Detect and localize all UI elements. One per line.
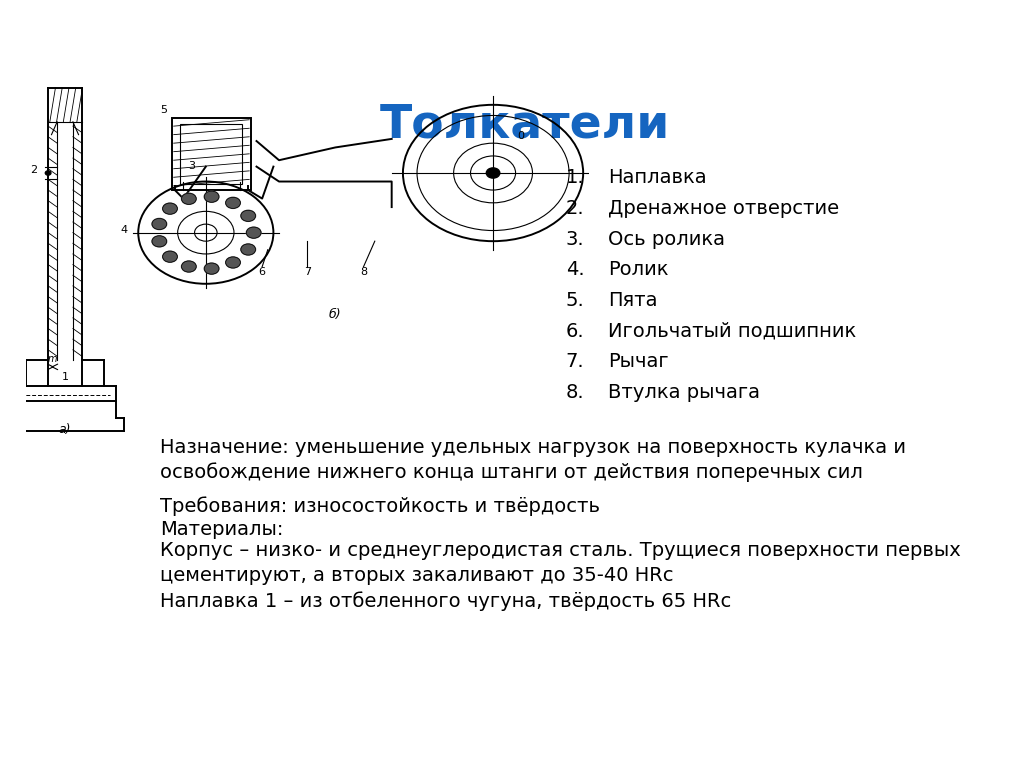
Text: а): а) [58,423,72,436]
Text: 6.: 6. [565,321,585,341]
Text: 5.: 5. [565,291,585,310]
Text: Наплавка 1 – из отбеленного чугуна, твёрдость 65 HRc: Наплавка 1 – из отбеленного чугуна, твёр… [160,591,731,611]
Circle shape [181,193,197,204]
Circle shape [152,235,167,247]
Text: 1.: 1. [565,168,585,187]
Text: Назначение: уменьшение удельных нагрузок на поверхность кулачка и
освобождение н: Назначение: уменьшение удельных нагрузок… [160,437,906,482]
Text: m: m [48,354,57,364]
Circle shape [241,210,256,222]
Text: 8.: 8. [565,384,585,402]
Text: 8: 8 [360,267,367,277]
Text: 6: 6 [259,267,265,277]
Text: Толкатели: Толкатели [380,102,670,147]
Text: 5: 5 [160,105,167,115]
Circle shape [225,197,241,209]
Text: Пята: Пята [608,291,657,310]
Circle shape [204,191,219,202]
Text: 7.: 7. [565,353,585,371]
Text: 0: 0 [518,131,524,141]
Circle shape [163,203,177,214]
Text: Втулка рычага: Втулка рычага [608,384,760,402]
Text: Игольчатый подшипник: Игольчатый подшипник [608,321,856,341]
Text: Требования: износостойкость и твёрдость: Требования: износостойкость и твёрдость [160,496,600,516]
Text: 1: 1 [61,372,69,382]
Text: Наплавка: Наплавка [608,168,707,187]
Text: Ось ролика: Ось ролика [608,229,725,249]
Circle shape [204,263,219,274]
Circle shape [163,251,177,262]
Circle shape [225,257,241,268]
Text: 7: 7 [304,267,310,277]
Text: б): б) [329,308,342,321]
Text: Ролик: Ролик [608,260,669,279]
Text: 2.: 2. [565,199,585,218]
Text: 3: 3 [188,161,196,171]
Text: Рычаг: Рычаг [608,353,669,371]
Circle shape [247,227,261,239]
Circle shape [152,219,167,229]
Text: 3.: 3. [565,229,585,249]
Text: 4: 4 [121,225,128,235]
Text: 4.: 4. [565,260,585,279]
Circle shape [486,168,500,178]
Text: Дренажное отверстие: Дренажное отверстие [608,199,840,218]
Text: 2: 2 [31,165,38,175]
Circle shape [45,171,51,175]
Text: Корпус – низко- и среднеуглеродистая сталь. Трущиеся поверхности первых
цементир: Корпус – низко- и среднеуглеродистая ста… [160,541,961,585]
Bar [180,124,243,183]
Circle shape [241,244,256,255]
Circle shape [181,261,197,272]
Text: Материалы:: Материалы: [160,520,283,539]
Bar [172,117,251,190]
